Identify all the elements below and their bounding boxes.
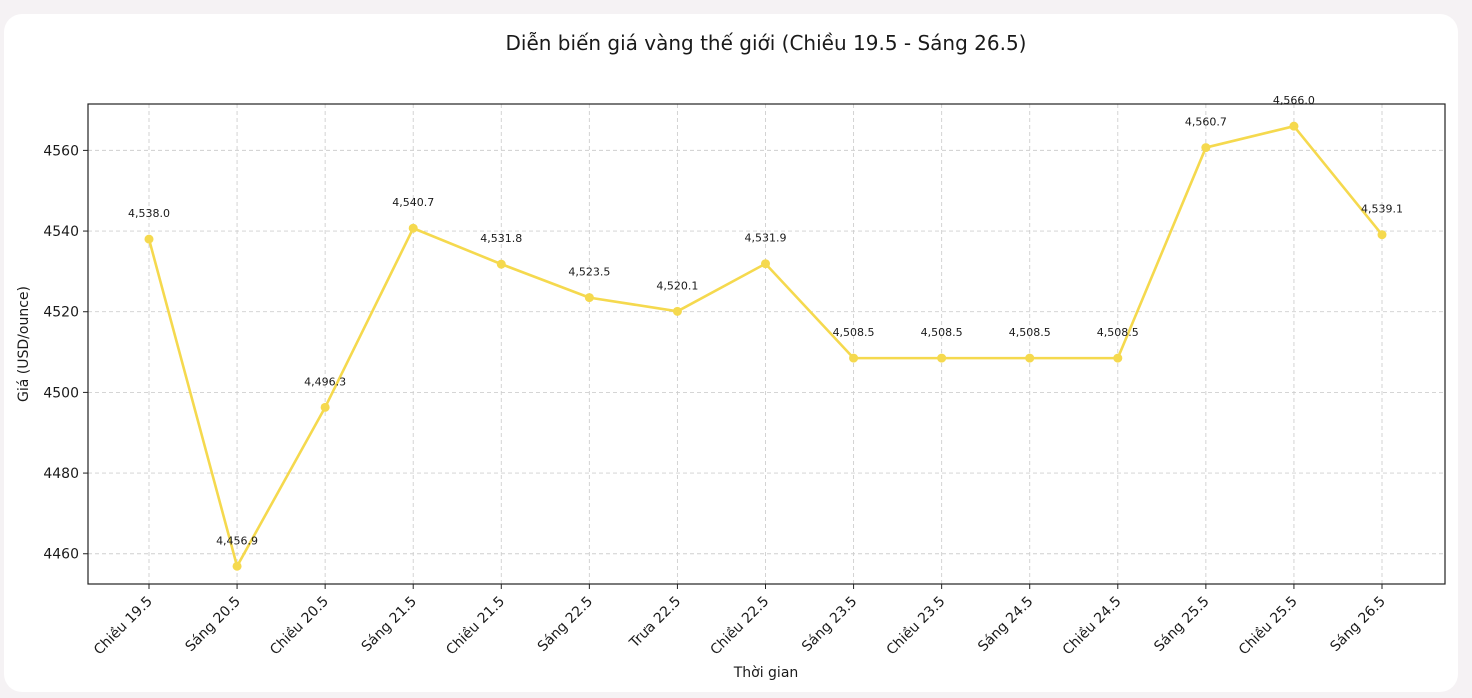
x-axis-ticks: Chiều 19.5 Sáng 20.5 Chiều 20.5 Sáng 21.5 Ch… — [90, 584, 1389, 658]
plot-area-frame — [87, 103, 1446, 585]
data-label: 4,566.0 — [1273, 94, 1315, 107]
x-tick-label: Chiều 21.5 — [443, 593, 509, 659]
data-point — [1377, 230, 1387, 240]
data-points — [144, 121, 1387, 571]
series-line — [147, 124, 1384, 568]
data-label: 4,508.5 — [921, 326, 963, 339]
series-polyline — [147, 124, 1384, 568]
data-point — [1289, 121, 1299, 131]
x-tick-label: Sáng 23.5 — [799, 594, 860, 655]
data-point — [937, 353, 947, 363]
x-tick-label: Chiều 25.5 — [1235, 593, 1301, 659]
data-point — [144, 234, 154, 244]
grid-lines — [88, 104, 1445, 584]
data-label: 4,520.1 — [656, 279, 698, 292]
data-label: 4,538.0 — [128, 207, 170, 220]
chart-card — [4, 14, 1458, 692]
data-label: 4,508.5 — [833, 326, 875, 339]
data-point — [232, 561, 242, 571]
data-point — [496, 259, 506, 269]
x-tick-label: Chiều 22.5 — [707, 593, 773, 659]
y-tick-label: 4520 — [43, 305, 79, 321]
x-tick-label: Chiều 24.5 — [1059, 593, 1125, 659]
x-axis-label: Thời gian — [733, 665, 799, 681]
y-axis-ticks: 4460 4480 4500 4520 4540 4560 — [43, 143, 88, 563]
x-tick-label: Sáng 20.5 — [182, 594, 243, 655]
data-point — [408, 223, 418, 233]
data-labels: 4,538.0 4,456.9 4,496.3 4,540.7 4,531.8 4,523… — [128, 94, 1403, 547]
data-point — [761, 259, 770, 269]
y-tick-label: 4560 — [43, 143, 79, 159]
data-point — [672, 306, 682, 316]
y-tick-label: 4500 — [43, 385, 79, 401]
data-point — [1201, 143, 1211, 153]
x-tick-label: Chiều 23.5 — [883, 593, 949, 659]
data-label: 4,531.8 — [480, 232, 522, 245]
data-point — [849, 353, 859, 363]
data-point — [1025, 353, 1035, 363]
x-tick-label: Sáng 26.5 — [1327, 594, 1388, 655]
y-axis-label: Giá (USD/ounce) — [16, 286, 32, 402]
data-label: 4,456.9 — [216, 534, 258, 547]
chart-title: Diễn biến giá vàng thế giới (Chiều 19.5 … — [506, 31, 1027, 55]
data-point — [584, 293, 594, 303]
data-label: 4,539.1 — [1361, 203, 1403, 216]
x-tick-label: Trưa 22.5 — [626, 594, 684, 652]
x-tick-label: Sáng 22.5 — [535, 594, 596, 655]
data-label: 4,496.3 — [304, 375, 346, 388]
data-label: 4,540.7 — [392, 196, 434, 209]
data-label: 4,508.5 — [1009, 326, 1051, 339]
x-tick-label: Chiều 20.5 — [266, 593, 332, 659]
data-point — [1113, 353, 1123, 363]
y-tick-label: 4460 — [43, 547, 79, 563]
x-tick-label: Chiều 19.5 — [90, 593, 156, 659]
y-tick-label: 4540 — [43, 224, 79, 240]
x-tick-label: Sáng 25.5 — [1151, 594, 1212, 655]
data-label: 4,560.7 — [1185, 116, 1227, 129]
data-label: 4,508.5 — [1097, 326, 1139, 339]
data-point — [320, 402, 330, 412]
y-tick-label: 4480 — [43, 466, 79, 482]
x-tick-label: Sáng 24.5 — [975, 594, 1036, 655]
data-label: 4,523.5 — [568, 266, 610, 279]
data-label: 4,531.9 — [745, 232, 787, 245]
x-tick-label: Sáng 21.5 — [359, 594, 420, 655]
